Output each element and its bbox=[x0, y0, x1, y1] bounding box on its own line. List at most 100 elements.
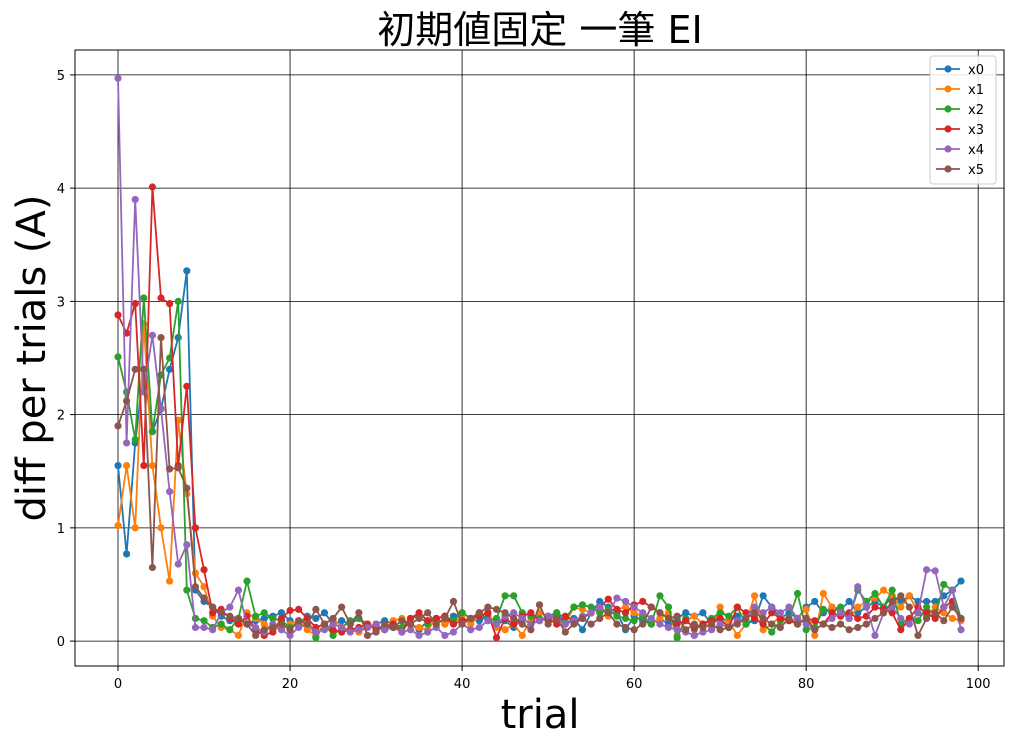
data-point bbox=[639, 620, 647, 628]
legend-item: x3 bbox=[936, 123, 984, 138]
data-point bbox=[260, 609, 268, 617]
data-point bbox=[441, 631, 449, 640]
data-point bbox=[527, 609, 535, 617]
data-point bbox=[922, 566, 931, 574]
data-point bbox=[940, 603, 948, 611]
legend-label: x3 bbox=[968, 123, 984, 138]
data-point bbox=[174, 560, 182, 568]
data-point bbox=[415, 623, 423, 632]
data-point bbox=[338, 623, 346, 632]
x-tick-label: 20 bbox=[282, 677, 299, 692]
data-point bbox=[811, 617, 819, 625]
data-point bbox=[183, 267, 191, 275]
x-tick-label: 0 bbox=[114, 677, 122, 692]
y-tick-label: 1 bbox=[57, 522, 65, 537]
data-point bbox=[931, 614, 939, 623]
data-point bbox=[329, 626, 337, 634]
data-point bbox=[587, 603, 595, 611]
data-point bbox=[131, 195, 139, 204]
data-point bbox=[312, 614, 320, 623]
data-point bbox=[286, 606, 294, 615]
data-point bbox=[596, 597, 604, 606]
data-point bbox=[157, 334, 165, 342]
data-point bbox=[114, 353, 122, 361]
data-point bbox=[277, 614, 286, 623]
data-point bbox=[166, 577, 174, 585]
data-point bbox=[811, 626, 819, 634]
data-point bbox=[922, 614, 931, 623]
data-point bbox=[647, 603, 655, 611]
data-point bbox=[191, 583, 200, 591]
data-point bbox=[114, 74, 122, 82]
data-point bbox=[277, 626, 286, 634]
data-point bbox=[252, 623, 260, 632]
data-point bbox=[759, 609, 767, 617]
data-point bbox=[260, 614, 268, 623]
data-point bbox=[123, 439, 131, 447]
data-point bbox=[802, 626, 810, 634]
x-tick-label: 60 bbox=[626, 677, 643, 692]
data-point bbox=[183, 586, 191, 594]
data-point bbox=[819, 620, 827, 628]
data-point bbox=[673, 634, 681, 642]
data-point bbox=[114, 461, 122, 470]
series-x5 bbox=[114, 334, 965, 640]
series-line-x3 bbox=[117, 186, 962, 639]
data-point bbox=[441, 614, 449, 623]
data-point bbox=[381, 626, 389, 634]
data-point bbox=[338, 603, 346, 611]
data-point bbox=[312, 634, 320, 642]
grid bbox=[75, 50, 1004, 666]
data-point bbox=[114, 521, 122, 530]
data-point bbox=[948, 614, 956, 623]
data-point bbox=[329, 631, 337, 640]
y-tick-label: 3 bbox=[57, 295, 65, 310]
data-point bbox=[836, 620, 845, 628]
data-point bbox=[123, 461, 131, 470]
data-point bbox=[518, 614, 526, 623]
data-point bbox=[286, 631, 294, 640]
data-point bbox=[879, 586, 888, 594]
data-point bbox=[303, 620, 311, 628]
legend-marker bbox=[944, 165, 952, 173]
data-point bbox=[578, 614, 587, 623]
data-point bbox=[690, 612, 698, 620]
y-tick-label: 0 bbox=[57, 635, 65, 650]
data-point bbox=[295, 623, 303, 632]
legend-label: x5 bbox=[968, 163, 984, 178]
data-point bbox=[664, 614, 673, 623]
data-point bbox=[320, 609, 329, 617]
data-point bbox=[604, 609, 612, 617]
data-point bbox=[260, 626, 268, 634]
data-point bbox=[948, 603, 956, 611]
data-point bbox=[811, 631, 819, 640]
data-point bbox=[191, 524, 200, 532]
data-point bbox=[862, 620, 870, 628]
data-point bbox=[381, 620, 389, 628]
data-point bbox=[639, 609, 647, 617]
data-point bbox=[750, 592, 759, 600]
data-point bbox=[415, 609, 423, 617]
data-point bbox=[535, 601, 544, 609]
data-point bbox=[131, 524, 139, 532]
data-point bbox=[776, 609, 784, 617]
series-x4 bbox=[114, 74, 965, 640]
data-point bbox=[888, 609, 896, 617]
y-tick-label: 5 bbox=[57, 69, 65, 84]
data-point bbox=[836, 603, 845, 611]
data-point bbox=[897, 626, 905, 634]
data-point bbox=[123, 550, 131, 558]
data-point bbox=[776, 614, 784, 623]
data-point bbox=[209, 626, 217, 634]
data-point bbox=[828, 614, 836, 623]
data-point bbox=[312, 605, 320, 613]
data-point bbox=[458, 609, 466, 617]
data-point bbox=[957, 577, 965, 585]
data-point bbox=[303, 626, 311, 634]
data-point bbox=[484, 617, 492, 625]
data-point bbox=[527, 626, 535, 634]
data-point bbox=[656, 592, 664, 600]
x-tick-label: 100 bbox=[966, 677, 991, 692]
data-point bbox=[828, 623, 836, 632]
data-point bbox=[613, 594, 621, 602]
